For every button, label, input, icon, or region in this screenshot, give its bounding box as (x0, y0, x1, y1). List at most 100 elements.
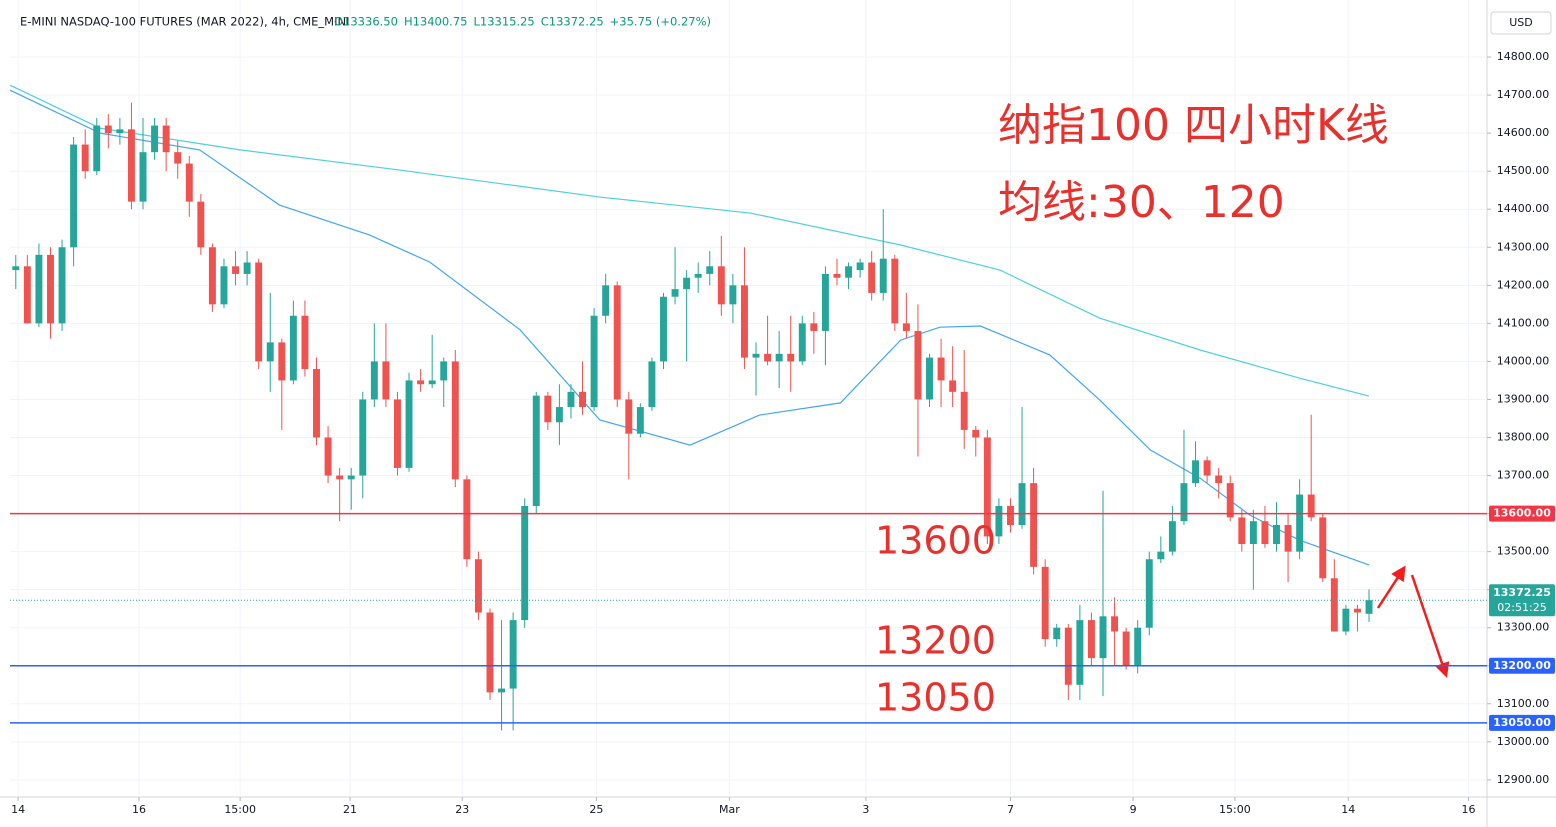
ohlc-value: O13336.50 (334, 15, 398, 29)
candle-body (694, 273, 702, 278)
y-tick-label: 12900.00 (1497, 773, 1550, 786)
candle-body (70, 144, 78, 248)
candle-body (81, 144, 89, 172)
candle-body (370, 361, 378, 400)
candle-body (775, 353, 783, 362)
candle-body (463, 479, 471, 560)
x-tick-label: 16 (1461, 803, 1475, 816)
plot (9, 0, 1487, 797)
candle-body (926, 357, 933, 400)
ohlc-value: H13400.75 (404, 15, 468, 29)
candle-body (555, 407, 563, 423)
y-tick-label: 13700.00 (1497, 469, 1550, 482)
y-tick-label: 13800.00 (1497, 430, 1550, 443)
candle-body (856, 262, 864, 271)
candle-body (486, 612, 494, 693)
y-tick-label: 14700.00 (1497, 88, 1550, 101)
candle-body (1226, 483, 1234, 518)
level-label: 13050.00 (1493, 716, 1551, 729)
candle-body (1353, 608, 1361, 613)
candle-body (729, 285, 737, 305)
candle-body (440, 361, 448, 381)
annotation: 均线:30、120 (998, 177, 1285, 228)
candle-body (590, 315, 598, 408)
y-tick-label: 13100.00 (1497, 697, 1550, 710)
candle-body (266, 342, 274, 362)
candle-body (23, 266, 31, 324)
countdown: 02:51:25 (1497, 601, 1546, 614)
annotation: 13200 (875, 619, 996, 663)
x-tick-label: 16 (132, 803, 146, 816)
x-tick-label: 25 (589, 803, 603, 816)
candle-body (474, 559, 482, 613)
moving-average (9, 84, 1370, 397)
candle-body (567, 391, 575, 408)
candle-body (1319, 517, 1327, 579)
candle-body (983, 437, 991, 537)
last-price-box (1489, 584, 1555, 617)
currency: USD (1509, 16, 1533, 29)
candle-body (625, 399, 633, 434)
candle-body (972, 429, 980, 438)
candle-body (1041, 566, 1049, 640)
candle-body (324, 437, 332, 476)
candle-body (613, 285, 621, 400)
candle-body (278, 342, 286, 381)
candle-body (636, 407, 644, 434)
candle-body (301, 315, 309, 370)
candle-body (1273, 524, 1280, 545)
ohlc: O13336.50 H13400.75 L13315.25 C13372.25 +35.… (334, 15, 711, 29)
candle-body (313, 369, 320, 438)
chart-title: E-MINI NASDAQ-100 FUTURES (MAR 2022), 4h… (20, 15, 349, 29)
candle-body (521, 505, 529, 621)
candle-body (417, 380, 425, 385)
x-tick-label: 21 (343, 803, 357, 816)
x-tick-label: 14 (11, 803, 25, 816)
candle-body (428, 380, 436, 385)
candle-body (498, 688, 506, 693)
candle-body (660, 296, 667, 362)
currency-box[interactable] (1490, 11, 1552, 35)
candle-body (810, 323, 818, 331)
candle-body (798, 323, 806, 362)
annotation: 13600 (875, 519, 996, 563)
candle-body (243, 262, 251, 274)
candle-body (1168, 521, 1176, 552)
y-tick-label: 14300.00 (1497, 240, 1550, 253)
candle-body (47, 254, 54, 324)
candle-body (382, 361, 390, 400)
last-price-label: 13372.25 (1493, 586, 1551, 599)
candle-body (671, 289, 679, 297)
x-tick-label: 7 (1007, 803, 1014, 816)
candle-body (116, 129, 124, 134)
candle-body (821, 273, 829, 331)
candle-body (706, 266, 714, 274)
candle-body (1099, 616, 1107, 659)
y-tick-label: 14100.00 (1497, 316, 1550, 329)
y-tick-label: 14400.00 (1497, 202, 1550, 215)
x-tick-label: 15:00 (1219, 803, 1251, 816)
candle-body (289, 315, 297, 381)
candle-body (544, 395, 552, 423)
candle-body (1203, 460, 1211, 476)
ohlc-value: C13372.25 (541, 15, 604, 29)
x-tick-label: 15:00 (224, 803, 256, 816)
candle-body (1307, 494, 1315, 518)
candle-body (902, 323, 910, 331)
level-label-box (1489, 505, 1555, 522)
candle-body (393, 399, 401, 468)
candle-body (104, 125, 112, 134)
candle-body (1284, 524, 1292, 552)
candle-body (1157, 551, 1165, 560)
candle-body (208, 247, 216, 305)
candle-body (683, 277, 691, 290)
candle-body (879, 258, 887, 293)
level-label: 13600.00 (1493, 507, 1551, 520)
y-tick-label: 13900.00 (1497, 392, 1550, 405)
candle-body (532, 395, 540, 506)
candle-body (139, 152, 147, 202)
candle-body (949, 380, 957, 392)
candle-body (1145, 559, 1153, 628)
